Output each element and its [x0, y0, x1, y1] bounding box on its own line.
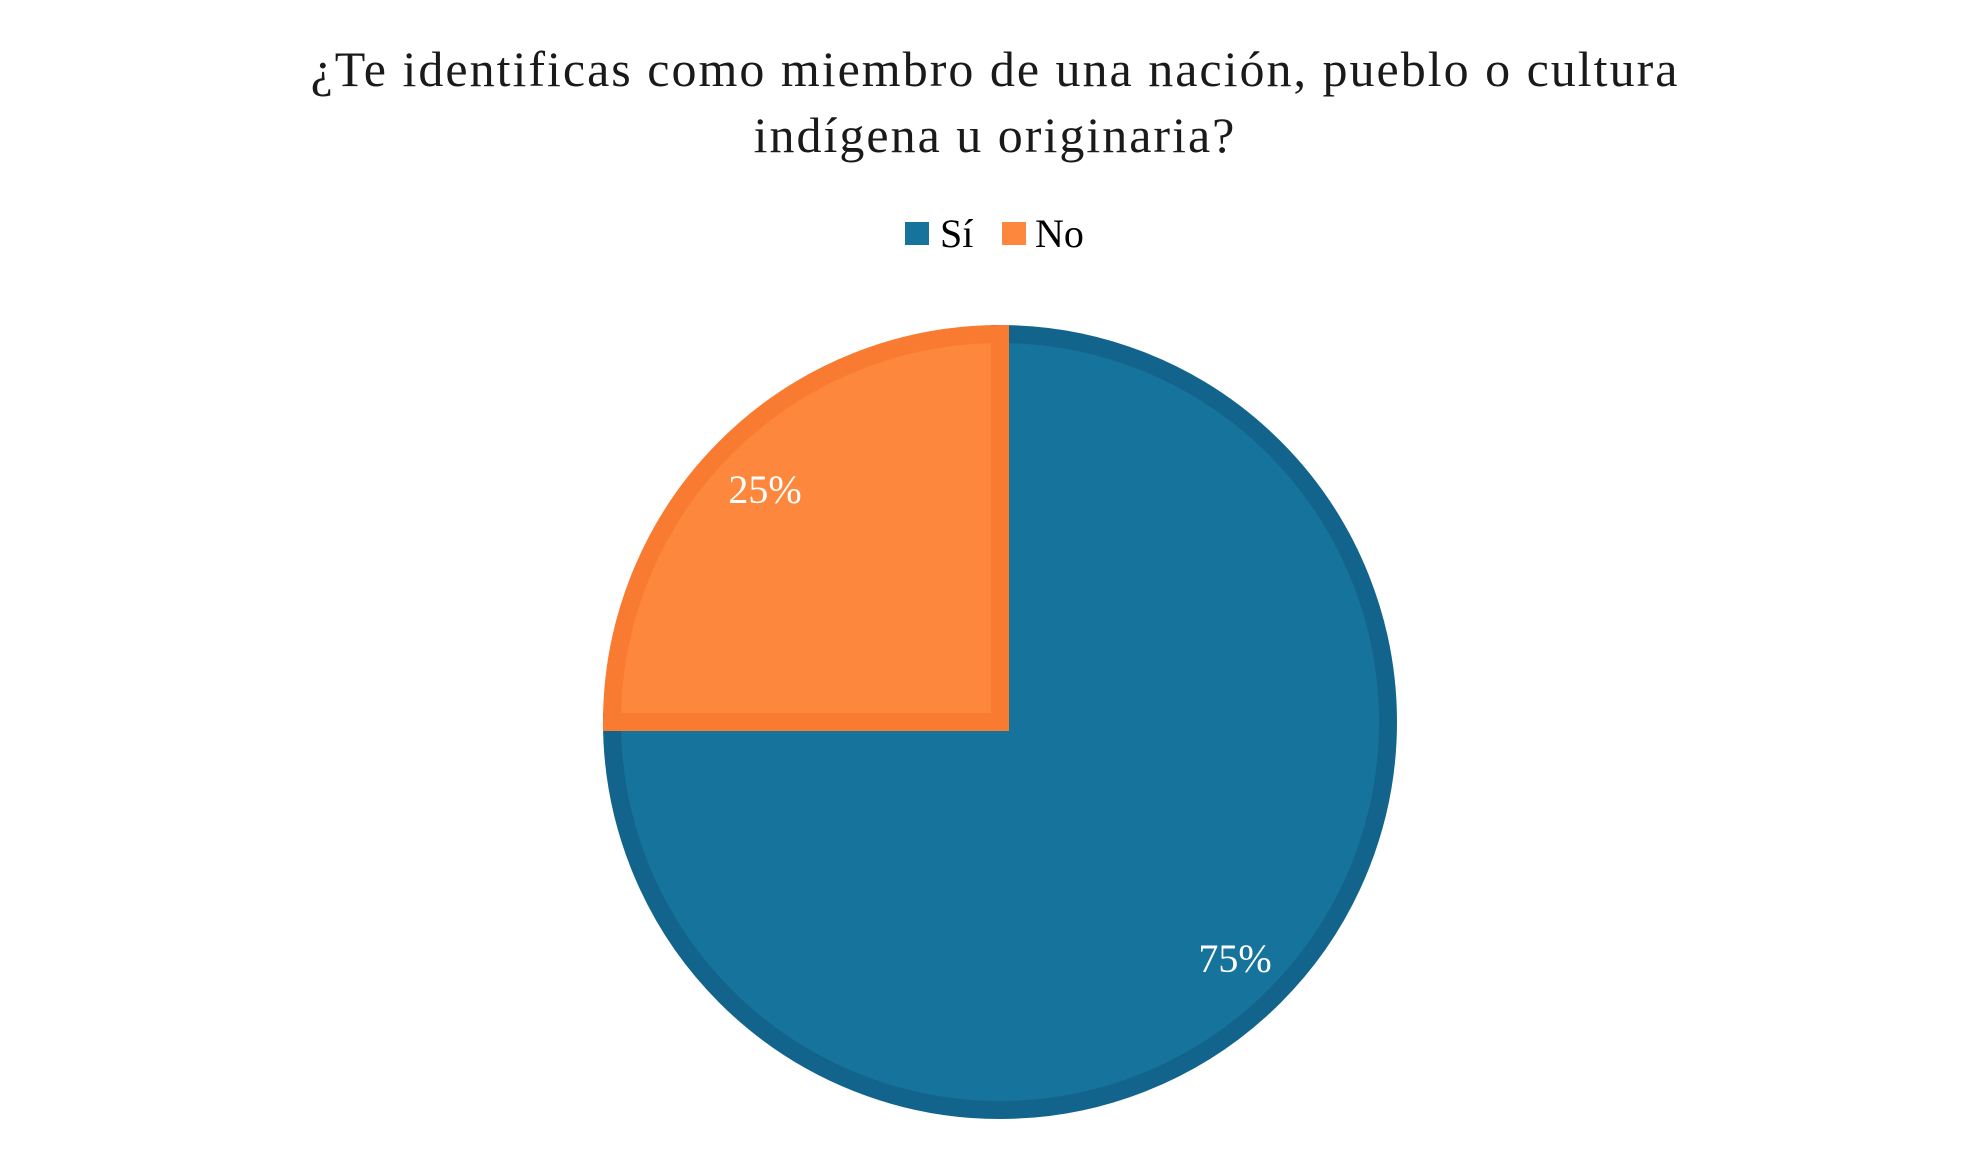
legend-swatch-si	[905, 222, 929, 245]
chart-title-line-1: ¿Te identificas como miembro de una naci…	[311, 41, 1680, 97]
legend-swatch-no	[1002, 222, 1026, 245]
chart-title-line-2: indígena u originaria?	[754, 107, 1237, 163]
pie-slice-si	[602, 324, 1397, 1119]
pie-slice-no	[602, 324, 1009, 731]
data-label-si: 75%	[1198, 936, 1271, 981]
data-label-no: 25%	[728, 467, 801, 512]
legend: Sí No	[905, 211, 1084, 256]
legend-label-no: No	[1035, 211, 1084, 256]
legend-label-si: Sí	[940, 211, 973, 256]
